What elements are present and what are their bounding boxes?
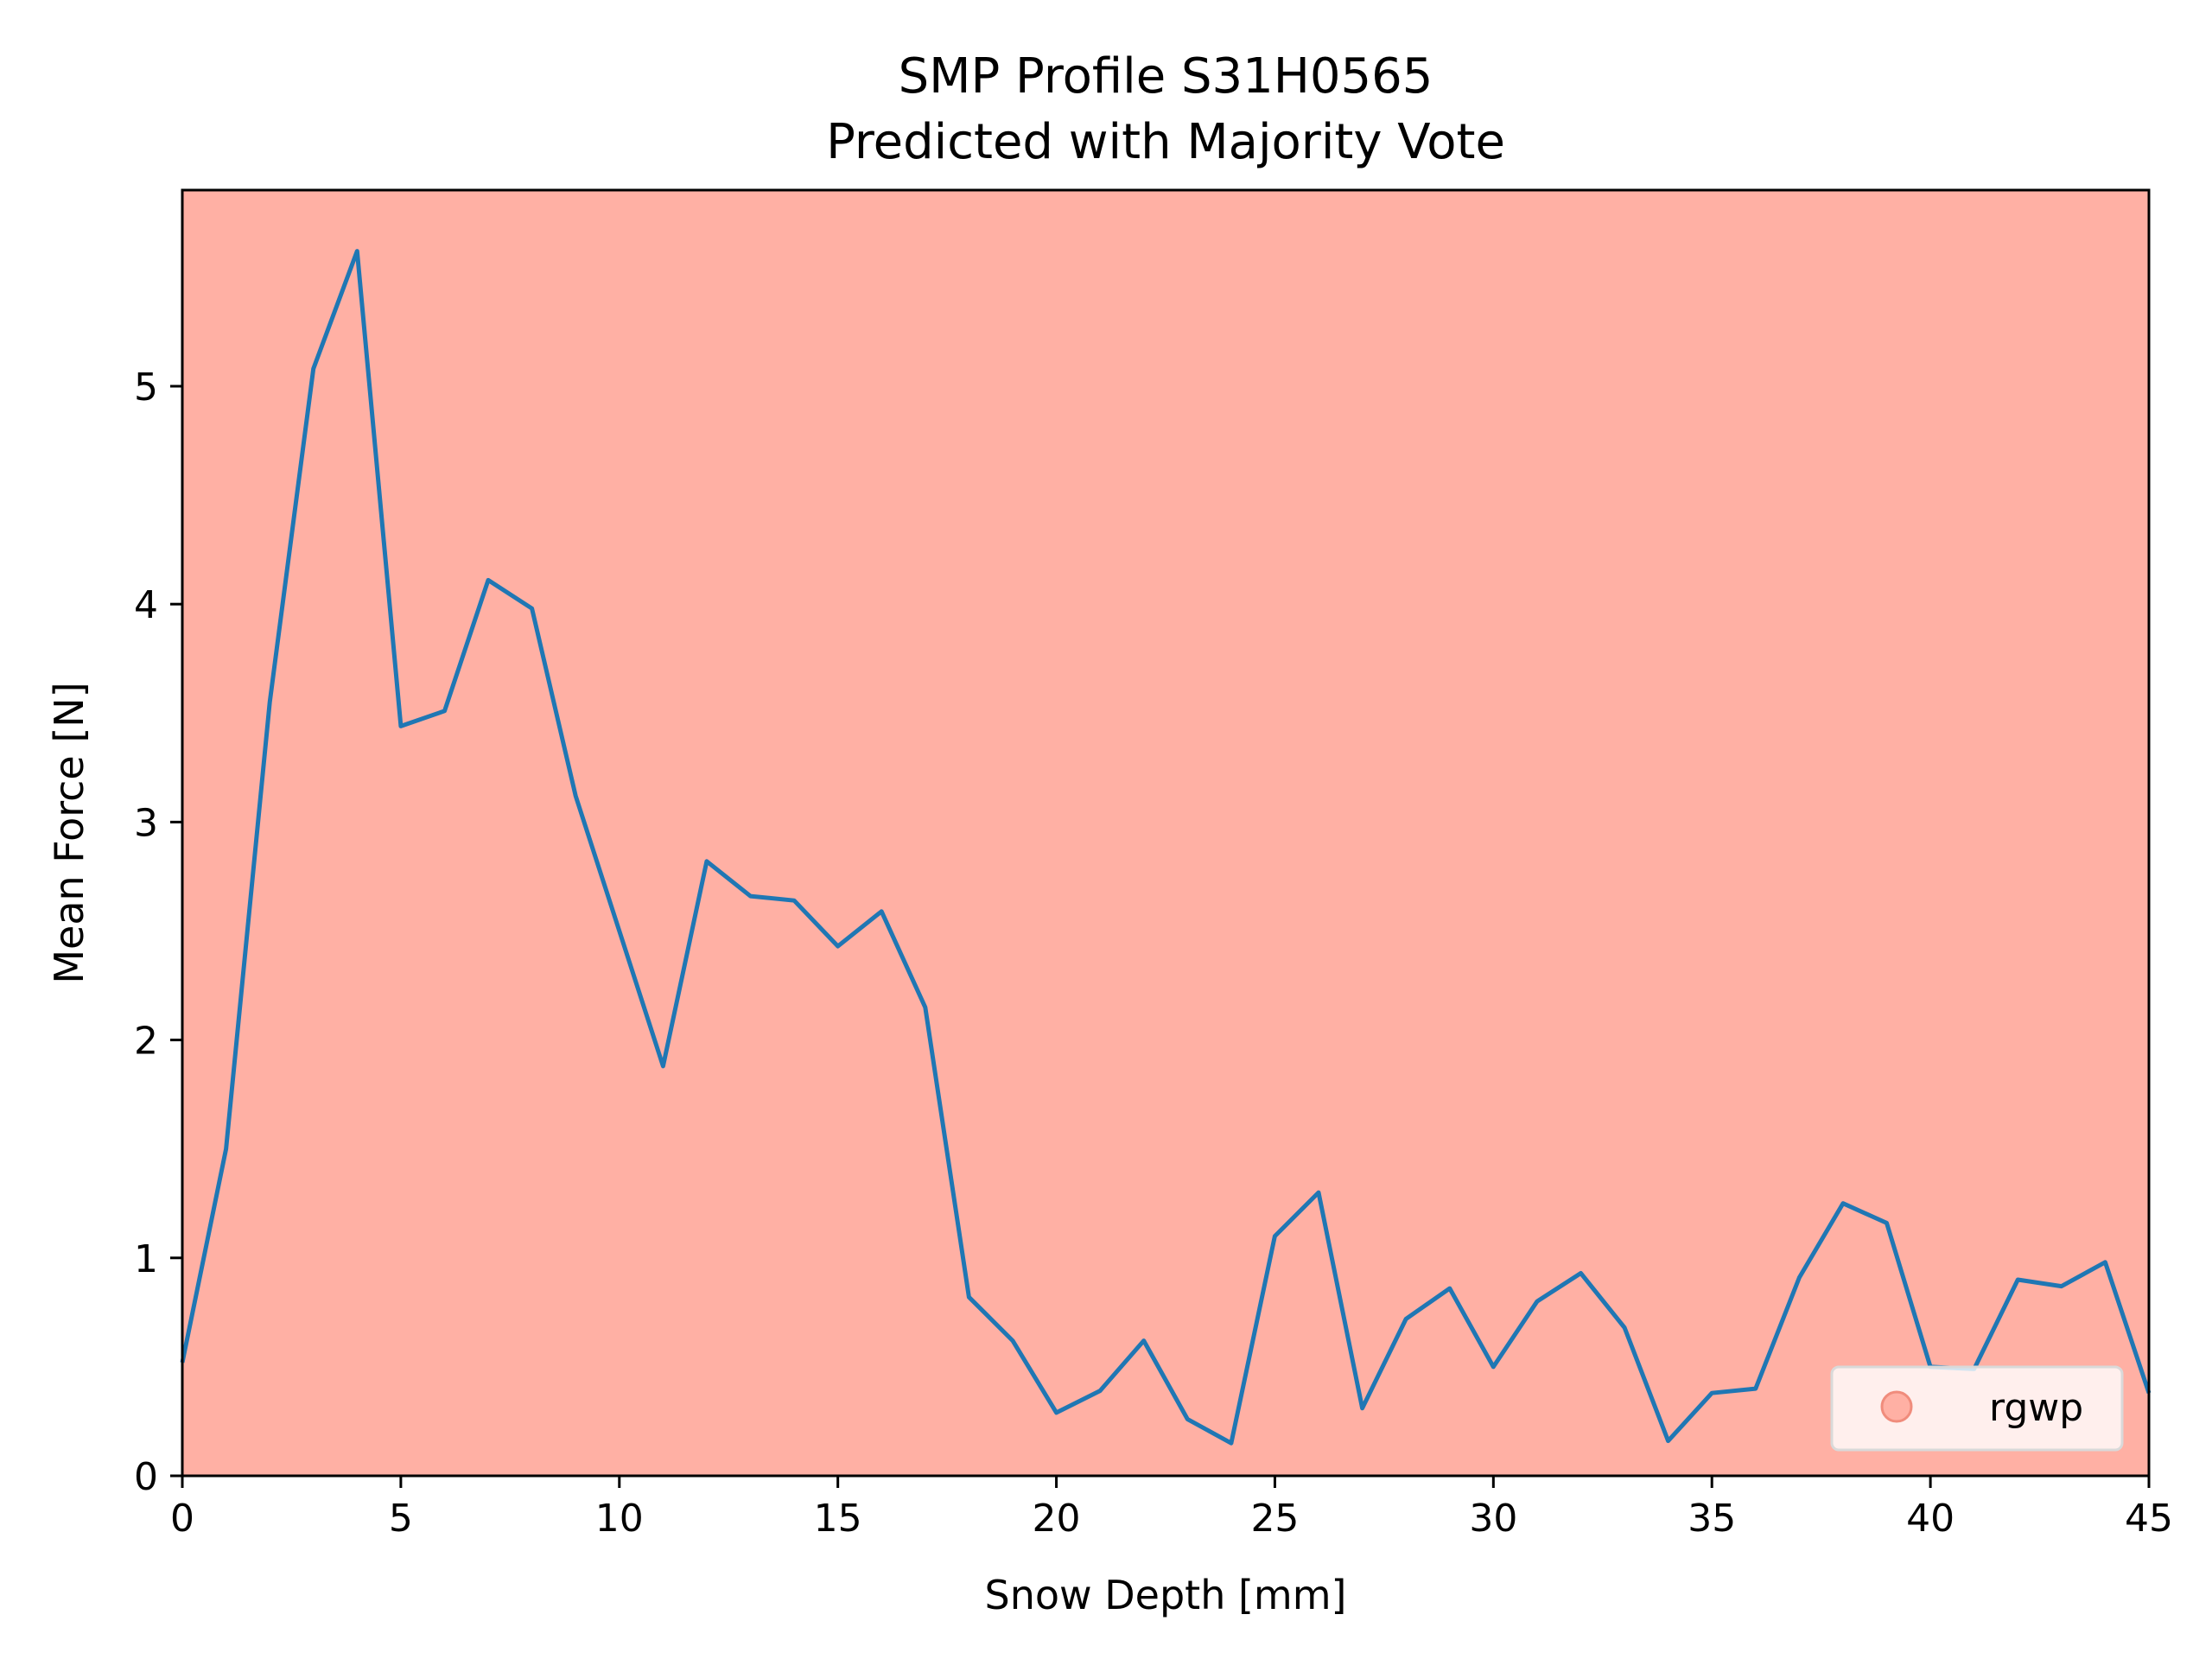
y-tick-label: 4 (134, 583, 158, 627)
y-tick-label: 1 (134, 1237, 158, 1281)
legend: rgwp (1830, 1365, 2124, 1452)
x-tick-label: 20 (1033, 1497, 1081, 1541)
y-tick-label: 5 (134, 365, 158, 410)
plot-frame (181, 188, 2151, 1478)
y-tick-label: 0 (134, 1455, 158, 1499)
x-tick-label: 15 (814, 1497, 862, 1541)
x-tick-label: 25 (1250, 1497, 1299, 1541)
y-tick-label: 2 (134, 1020, 158, 1064)
x-axis: 0 5 10 15 20 25 30 35 40 45 (170, 1476, 2173, 1541)
chart-title: SMP Profile S31H0565 (899, 48, 1433, 105)
legend-marker-rgwp (1880, 1390, 1913, 1423)
x-tick-label: 40 (1906, 1497, 1955, 1541)
x-tick-label: 10 (595, 1497, 644, 1541)
x-tick-label: 30 (1469, 1497, 1517, 1541)
legend-label-rgwp: rgwp (1989, 1386, 2083, 1430)
x-tick-label: 0 (170, 1497, 194, 1541)
y-axis: 0 1 2 3 4 5 (134, 365, 182, 1499)
series-line (180, 249, 2152, 1446)
x-tick-label: 35 (1688, 1497, 1736, 1541)
x-tick-label: 45 (2125, 1497, 2173, 1541)
y-tick-label: 3 (134, 801, 158, 845)
plot-area (182, 190, 2149, 1476)
legend-box (1830, 1365, 2124, 1452)
x-tick-label: 5 (389, 1497, 413, 1541)
chart-subtitle: Predicted with Majority Vote (826, 114, 1505, 170)
x-axis-label: Snow Depth [mm] (985, 1572, 1347, 1618)
y-axis-label: Mean Force [N] (46, 682, 92, 983)
